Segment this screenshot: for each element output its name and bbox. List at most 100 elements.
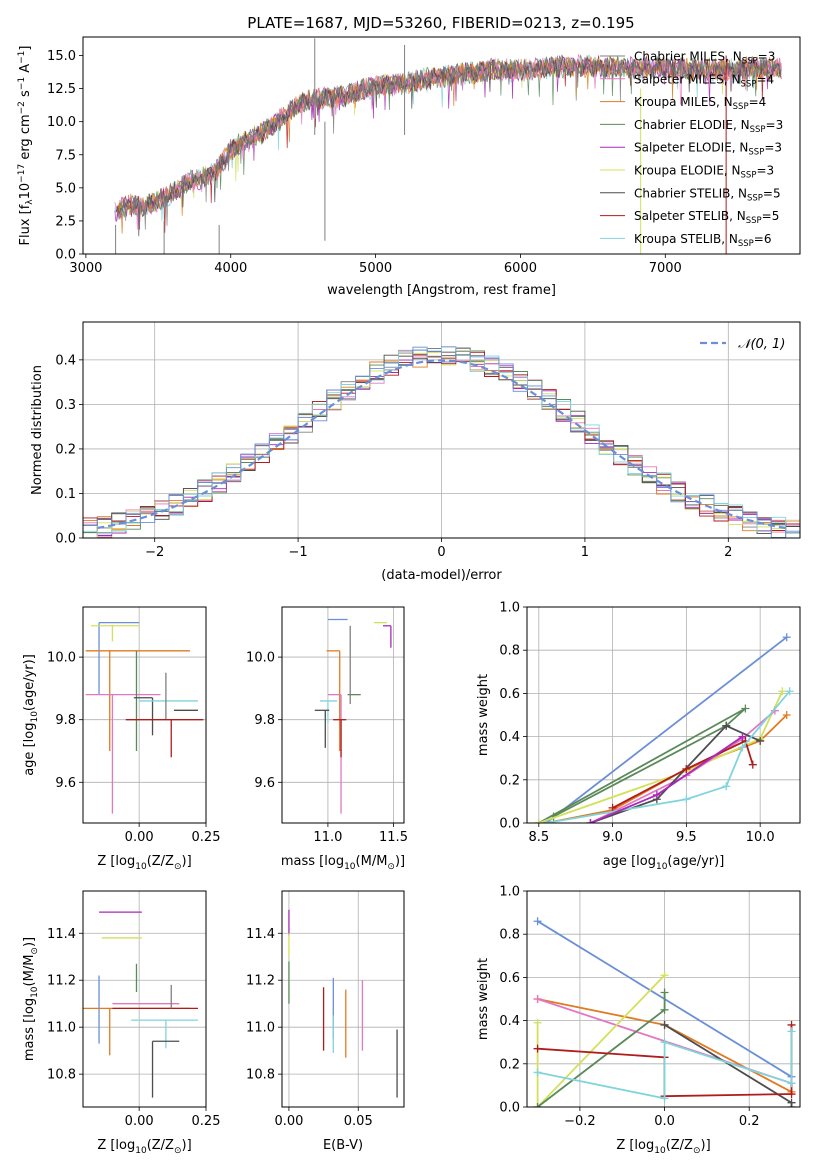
y-tick-label: 11.2 [246, 974, 275, 989]
legend-sub: SSP [738, 239, 754, 249]
x-axis-label: wavelength [Angstrom, rest frame] [327, 283, 556, 298]
x-tick-label: −2 [145, 545, 164, 560]
y-tick-label: 0.4 [499, 1014, 520, 1029]
legend-entry: Kroupa STELIB, NSSP=6 [634, 232, 772, 249]
x-tick-label: 2 [724, 545, 732, 560]
weight-marker [660, 1038, 669, 1047]
legend-sub: SSP [747, 193, 763, 203]
y-tick-label: 5.0 [55, 181, 76, 196]
xlabel-label: age [log10(age/yr)] [603, 854, 725, 872]
legend-entry: Kroupa ELODIE, NSSP=3 [634, 164, 774, 181]
legend-eq: = [758, 50, 768, 64]
weight-marker [660, 1005, 669, 1014]
plot-area [314, 618, 392, 814]
spectrum-line-chabrier-miles [117, 54, 782, 230]
y-label-part: ] [18, 46, 33, 51]
y-tick-label: 0.4 [55, 353, 76, 368]
axes-frame [82, 36, 801, 255]
y-label-exp: −17 [17, 164, 27, 183]
legend-sub: SSP [741, 79, 757, 89]
weight-marker [660, 971, 669, 980]
x-tick-label: 9.0 [602, 830, 623, 845]
x-tick-label: −1 [289, 545, 308, 560]
plot-area [85, 622, 204, 814]
legend-name: Salpeter STELIB, N [634, 209, 746, 223]
y-tick-label: 11.4 [246, 927, 275, 942]
weight-line-salpeter-miles [590, 710, 776, 823]
weight-marker [542, 819, 551, 823]
legend-entry: 𝒩(0, 1) [738, 337, 785, 352]
axes-frame [82, 321, 801, 539]
legend-name: Kroupa MILES, N [634, 95, 733, 109]
legend-ssp: 4 [767, 72, 775, 86]
axes-frame [526, 890, 801, 1108]
weight-marker [787, 1103, 796, 1107]
y-tick-label: 0.0 [55, 248, 76, 263]
legend-entry: Chabrier ELODIE, NSSP=3 [634, 118, 783, 135]
legend-name: Salpeter MILES, N [634, 72, 741, 86]
xlabel-sun: ⊙ [174, 862, 182, 872]
legend-ssp: 6 [764, 232, 772, 246]
xlabel-sub: 10 [135, 1146, 147, 1156]
xlabel-label: Z [log10(Z/Z⊙)] [97, 1138, 191, 1156]
weight-marker [787, 1090, 796, 1099]
y-tick-label: 0.1 [55, 487, 76, 502]
y-tick-label: 11.0 [246, 1021, 275, 1036]
weight-line-blue [545, 636, 788, 823]
weight-line-chabrier-stelib [590, 724, 761, 823]
x-tick-label: 8.5 [528, 830, 549, 845]
y-axis-label: Flux [fλ10−17 erg cm−2 s−1 A−1] [17, 46, 35, 246]
ylabel-end: (age/yr)] [22, 654, 37, 711]
weight-marker [748, 760, 757, 769]
weight-marker [533, 1103, 542, 1107]
y-axis-label: mass weight [476, 958, 491, 1040]
age-vs-mass-panel: 11.0 11.5 9.6 9.8 10.0 mass [log10(M/M⊙)] [246, 606, 408, 872]
y-tick-label: 0.8 [499, 928, 520, 943]
ylabel-close: )] [22, 937, 37, 947]
legend-sub: SSP [741, 171, 757, 181]
legend-entry: Kroupa MILES, NSSP=4 [634, 95, 766, 112]
spectrum-panel: 3000 4000 5000 6000 7000 0.0 2.5 5.0 7.5 10.0 12.5… [17, 36, 801, 298]
weight-marker [682, 765, 691, 773]
plot-area [83, 346, 800, 538]
x-tick-label: 6000 [504, 261, 537, 276]
y-tick-label: 9.8 [254, 713, 275, 728]
y-label-part: Flux [f [18, 204, 33, 245]
legend-ssp: 4 [759, 95, 767, 109]
x-axis-label: (data-model)/error [381, 568, 502, 583]
legend-sub: SSP [742, 57, 758, 67]
legend-eq: = [756, 164, 766, 178]
y-tick-label: 11.4 [47, 927, 76, 942]
legend-ssp: 5 [773, 186, 781, 200]
legend-name: Chabrier ELODIE, N [634, 118, 750, 132]
plot-area [83, 911, 198, 1098]
y-tick-label: 10.8 [47, 1068, 76, 1083]
weight-marker [787, 1027, 796, 1036]
y-tick-label: 7.5 [55, 148, 76, 163]
y-tick-label: 0.6 [499, 687, 520, 702]
age-vs-metallicity-panel: 0.00 0.259.69.810.0Z [log10(Z/Z⊙)]age [lo… [22, 606, 220, 872]
x-tick-label: 3000 [69, 261, 102, 276]
legend-name: Chabrier STELIB, N [634, 186, 747, 200]
xlabel-end: (Z/Z [147, 854, 174, 869]
weight-marker [787, 1079, 796, 1088]
weight-vs-age-panel: 8.5 9.0 9.5 10.0 0.0 0.2 0.4 0.6 0.8 1.0 age [log1… [476, 601, 801, 872]
axes-frame [526, 606, 801, 824]
x-tick-label: 5000 [359, 261, 392, 276]
legend-entry: Chabrier MILES, NSSP=3 [634, 50, 775, 67]
xlabel-label: mass [log10(M/M⊙)] [281, 854, 405, 872]
axes-frame [82, 890, 207, 1108]
xlabel-end: (M/M [356, 854, 388, 869]
y-tick-label: 0.8 [499, 644, 520, 659]
y-tick-label: 10.8 [246, 1068, 275, 1083]
ylabel-sub: 10 [30, 711, 40, 723]
legend-ssp: 3 [767, 164, 775, 178]
weight-vs-metallicity-panel: −0.2 0.0 0.2 0.0 0.2 0.4 0.6 0.8 1.0 Z [log10(Z/Z… [476, 885, 801, 1156]
x-tick-label: −0.2 [564, 1114, 596, 1129]
axes-frame [281, 890, 405, 1108]
xlabel-sun: ⊙ [693, 1146, 701, 1156]
weight-marker [778, 687, 787, 696]
y-tick-label: 10.0 [47, 115, 76, 130]
